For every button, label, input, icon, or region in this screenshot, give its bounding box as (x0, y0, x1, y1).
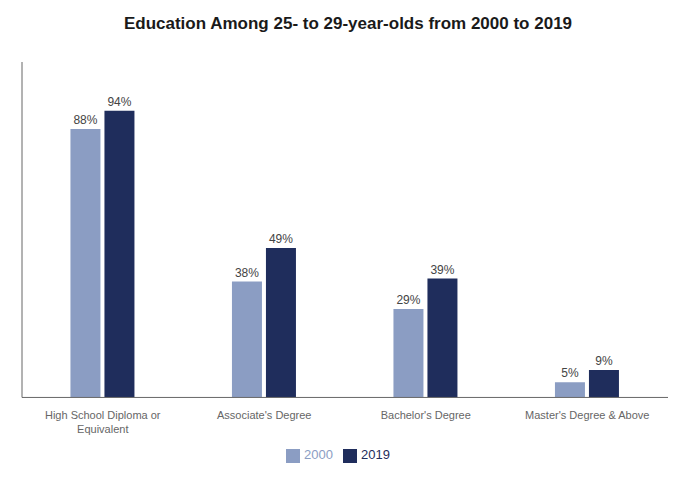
html-text:2019: 2019 (361, 447, 390, 463)
svg-text:39%: 39% (430, 263, 454, 277)
html-text:Education Among 25- to 29-year: Education Among 25- to 29-year-olds from… (123, 14, 572, 33)
svg-text:Bachelor's Degree: Bachelor's Degree (381, 409, 471, 421)
svg-text:Master's Degree & Above: Master's Degree & Above (525, 409, 649, 421)
svg-text:9%: 9% (595, 354, 613, 368)
svg-text:88%: 88% (73, 113, 97, 127)
svg-text:38%: 38% (235, 266, 259, 280)
svg-text:5%: 5% (561, 366, 579, 380)
svg-text:94%: 94% (107, 95, 131, 109)
svg-text:Associate's Degree: Associate's Degree (217, 409, 311, 421)
svg-text:29%: 29% (396, 293, 420, 307)
svg-text:High School Diploma orEquivale: High School Diploma orEquivalent (45, 409, 161, 435)
svg-text:49%: 49% (269, 232, 293, 246)
html-text:2000: 2000 (304, 447, 333, 463)
